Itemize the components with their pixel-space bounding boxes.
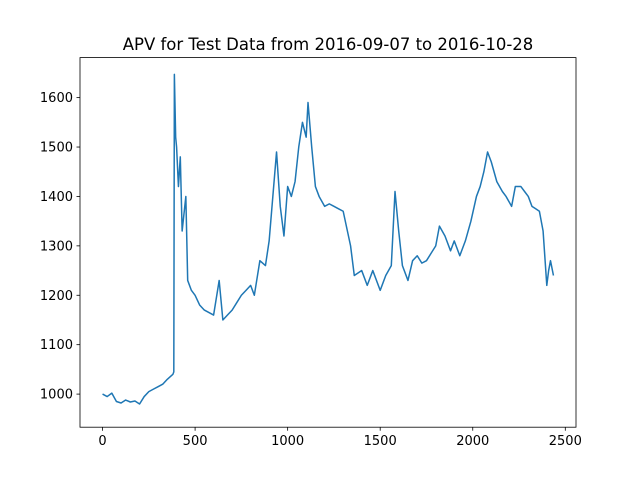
x-tick-label: 500 [183,434,208,449]
y-tick-label: 1300 [40,239,73,254]
plot-frame [79,57,577,428]
y-tick-label: 1100 [40,338,73,353]
y-tick-label: 1000 [40,388,73,403]
x-tick-label: 1500 [364,434,397,449]
line [102,73,555,405]
x-tick-label: 2000 [456,434,489,449]
chart-title: APV for Test Data from 2016-09-07 to 201… [123,35,534,54]
y-tick-label: 1200 [40,289,73,304]
y-tick-label: 1500 [40,141,73,156]
x-tick-label: 2500 [549,434,582,449]
x-tick-label: 0 [98,434,106,449]
y-tick-label: 1600 [40,91,73,106]
x-tick-label: 1000 [271,434,304,449]
y-tick-label: 1400 [40,190,73,205]
